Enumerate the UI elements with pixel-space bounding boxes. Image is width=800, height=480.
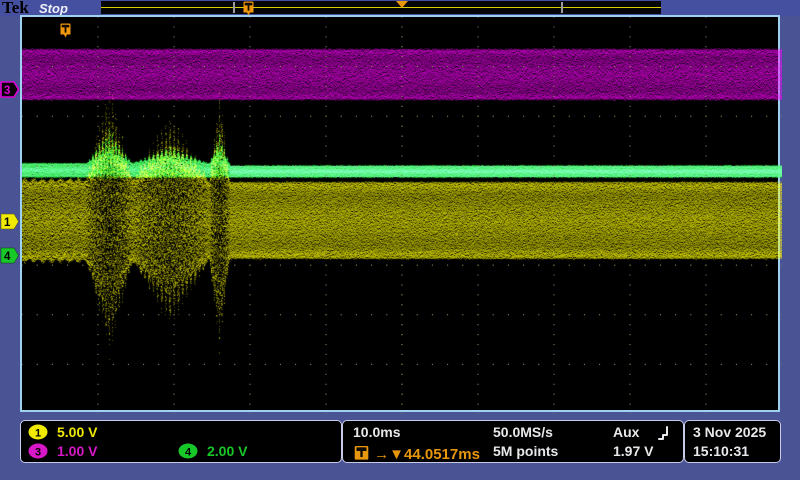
svg-text:4: 4 — [185, 447, 192, 459]
svg-text:4: 4 — [4, 251, 11, 263]
svg-text:1: 1 — [35, 428, 41, 440]
svg-text:3: 3 — [4, 85, 10, 97]
svg-text:1: 1 — [4, 217, 11, 229]
svg-text:3: 3 — [35, 447, 41, 459]
